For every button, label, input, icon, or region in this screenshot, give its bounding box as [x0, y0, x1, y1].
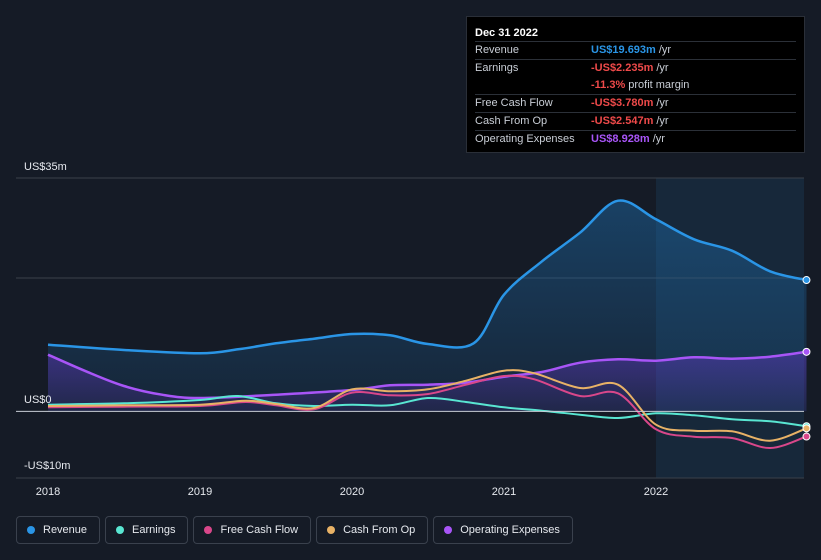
operating-expenses-area: [48, 351, 807, 412]
tooltip-label: Earnings: [475, 62, 519, 74]
x-tick-2022: 2022: [644, 486, 668, 498]
y-label-zero: US$0: [24, 394, 52, 406]
tooltip-unit: /yr: [652, 133, 665, 145]
legend: Revenue Earnings Free Cash Flow Cash Fro…: [16, 516, 573, 544]
tooltip-row-cash-from-op: Cash From Op -US$2.547m /yr: [475, 112, 796, 130]
tooltip-value: US$8.928m: [591, 133, 650, 145]
end-dots: [802, 276, 811, 441]
operating-expenses-end-point: [802, 347, 811, 356]
legend-item-revenue[interactable]: Revenue: [16, 516, 101, 544]
tooltip-unit: /yr: [658, 44, 672, 56]
cash-from-op-line: [47, 369, 807, 442]
legend-item-operating-expenses[interactable]: Operating Expenses: [433, 516, 573, 544]
tooltip-label: Free Cash Flow: [475, 97, 553, 109]
chart: US$35m US$0 -US$10m 2018 2019 2020 2021 2022: [16, 161, 811, 498]
revenue-line: [47, 199, 807, 355]
tooltip-value: -US$3.780m: [591, 97, 654, 109]
tooltip-row-free-cash-flow: Free Cash Flow -US$3.780m /yr: [475, 94, 796, 112]
tooltip-unit: /yr: [656, 62, 669, 74]
x-tick-2021: 2021: [492, 486, 516, 498]
tooltip-value: -US$2.547m: [591, 115, 654, 127]
x-tick-2020: 2020: [340, 486, 364, 498]
legend-dot-icon: [444, 526, 453, 534]
tooltip-label: [475, 77, 591, 94]
tooltip-row-earnings: Earnings -US$2.235m /yr: [475, 59, 796, 77]
tooltip-label: Operating Expenses: [475, 133, 575, 145]
earnings-line: [47, 394, 807, 428]
legend-item-free-cash-flow[interactable]: Free Cash Flow: [193, 516, 312, 544]
tooltip-unit: /yr: [656, 97, 669, 109]
legend-dot-icon: [327, 526, 336, 534]
series-layer: [47, 199, 807, 450]
tooltip-value: -US$2.235m: [591, 62, 654, 74]
legend-dot-icon: [204, 526, 213, 534]
y-label-bottom: -US$10m: [24, 460, 70, 472]
tooltip-value: -11.3%: [591, 79, 626, 91]
tooltip-value: US$19.693m: [591, 44, 656, 56]
x-tick-2019: 2019: [188, 486, 212, 498]
legend-item-earnings[interactable]: Earnings: [105, 516, 189, 544]
tooltip: Dec 31 2022 Revenue US$19.693m /yr Earni…: [466, 16, 805, 153]
cash-from-op-end-point: [802, 424, 811, 433]
legend-label: Free Cash Flow: [220, 524, 299, 536]
legend-label: Earnings: [132, 524, 176, 536]
operating-expenses-line: [47, 350, 807, 400]
revenue-end-point: [802, 276, 811, 285]
free-cash-flow-end-point: [802, 432, 811, 441]
tooltip-date: Dec 31 2022: [475, 27, 538, 39]
legend-label: Revenue: [43, 524, 88, 536]
y-label-top: US$35m: [24, 161, 67, 173]
tooltip-label: Cash From Op: [475, 115, 548, 127]
tooltip-row-operating-expenses: Operating Expenses US$8.928m /yr: [475, 130, 796, 148]
tooltip-unit: /yr: [656, 115, 669, 127]
legend-label: Cash From Op: [343, 524, 416, 536]
tooltip-unit: profit margin: [628, 79, 690, 91]
legend-label: Operating Expenses: [460, 524, 560, 536]
free-cash-flow-line: [47, 374, 807, 450]
x-tick-2018: 2018: [36, 486, 60, 498]
tooltip-row-revenue: Revenue US$19.693m /yr: [475, 41, 796, 59]
x-axis-ticks: 2018 2019 2020 2021 2022: [36, 486, 668, 498]
legend-dot-icon: [116, 526, 125, 534]
tooltip-row-profit-margin: -11.3% profit margin: [475, 77, 796, 94]
legend-item-cash-from-op[interactable]: Cash From Op: [316, 516, 429, 544]
legend-dot-icon: [27, 526, 35, 534]
tooltip-label: Revenue: [475, 44, 520, 56]
